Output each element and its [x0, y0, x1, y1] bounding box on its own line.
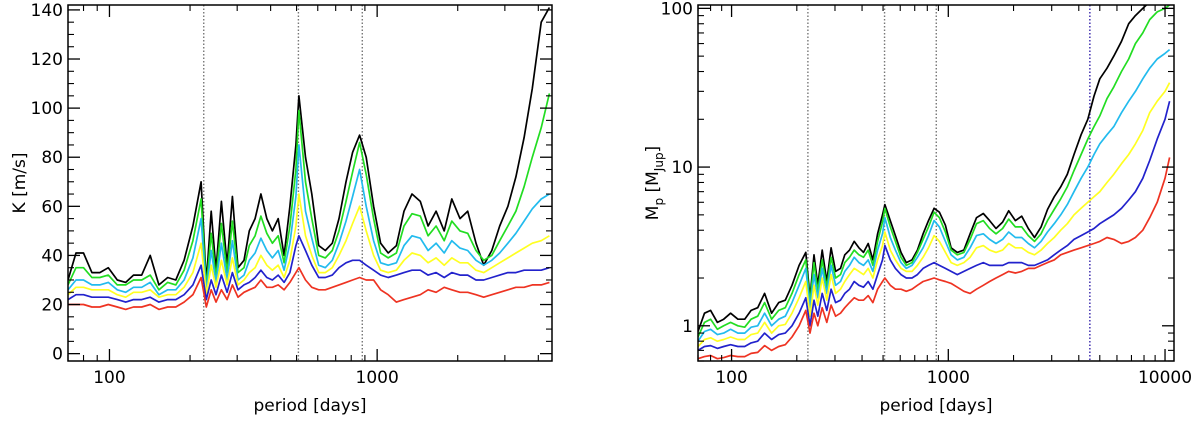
series-line-black [68, 7, 551, 286]
x-tick-label: 100 [715, 368, 747, 388]
x-axis-title: period [days] [254, 396, 367, 416]
y-tick-label: 100 [31, 99, 63, 119]
y-axis-title: Mp [MJup] [643, 146, 666, 220]
x-tick-label: 1000 [356, 368, 399, 388]
y-tick-label: 20 [41, 296, 63, 316]
series-line-black [698, 5, 1148, 332]
y-tick-label: 100 [661, 0, 693, 19]
y-tick-label: 0 [52, 345, 63, 365]
y-tick-label: 140 [31, 1, 63, 21]
y-axis-title: K [m/s] [10, 153, 30, 214]
y-axis-title-part: M [643, 171, 663, 186]
x-axis-title: period [days] [880, 396, 993, 416]
y-tick-label: 60 [41, 197, 63, 217]
chart-2: 100 1000 10000 1 10 100 period [days] Mp [MJup] [643, 0, 1192, 416]
series-line-blue [68, 234, 550, 303]
series-line-yellow [68, 193, 550, 299]
series-line-yellow [698, 82, 1171, 348]
series-line-cyan [68, 144, 550, 296]
series-line-red [698, 157, 1171, 360]
series-group [68, 7, 551, 311]
y-tick-label: 80 [41, 148, 63, 168]
y-axis-title-part: M [643, 206, 663, 221]
y-tick-label: 40 [41, 246, 63, 266]
x-tick-label: 1000 [927, 368, 970, 388]
y-tick-label: 1 [682, 317, 693, 337]
y-axis-title-part: p [652, 198, 666, 206]
y-tick-label: 10 [671, 158, 693, 178]
x-tick-label: 10000 [1138, 368, 1192, 388]
series-line-green [68, 93, 551, 291]
chart-1: 100 1000 0 20 40 60 80 100 120 140 period [days] K … [10, 1, 553, 416]
series-line-blue [698, 100, 1171, 352]
y-axis-title-part: Jup [652, 152, 666, 172]
x-tick-label: 100 [93, 368, 125, 388]
series-line-cyan [698, 48, 1171, 342]
series-group [698, 5, 1171, 360]
series-line-red [68, 266, 550, 311]
plot-frame [67, 4, 553, 362]
series-line-green [698, 5, 1171, 338]
y-tick-label: 120 [31, 50, 63, 70]
